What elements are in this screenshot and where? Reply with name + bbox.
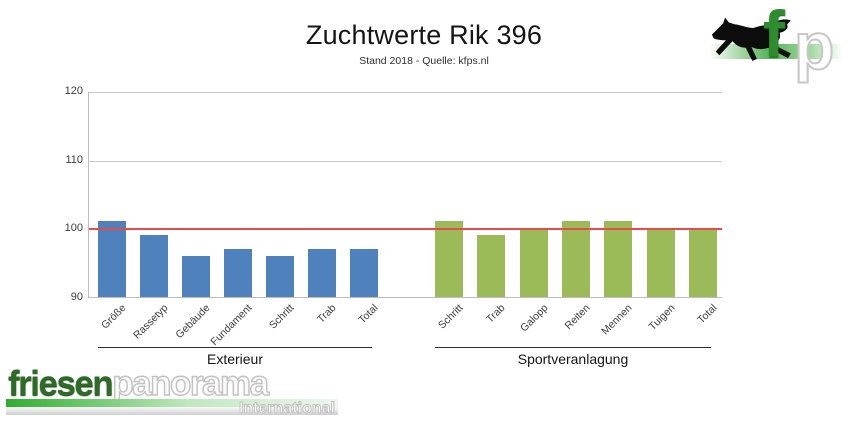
- brand-wordmark: friesenpanorama: [8, 364, 270, 403]
- bar-sportveranlagung-mennen: [604, 221, 633, 297]
- group-underline: [435, 347, 711, 348]
- bar-exterieur-gebäude: [182, 255, 210, 297]
- y-tick-label: 100: [64, 222, 83, 235]
- brand-tagline: International: [238, 400, 335, 418]
- brand-band-green: [6, 399, 338, 407]
- bar-exterieur-größe: [98, 221, 126, 297]
- bar-sportveranlagung-tuigen: [646, 228, 675, 297]
- y-tick-label: 90: [70, 291, 83, 303]
- fp-letter-f: f: [763, 0, 785, 71]
- group-underline: [98, 347, 372, 348]
- bar-exterieur-rassetyp: [140, 235, 168, 297]
- bar-sportveranlagung-schritt: [435, 221, 464, 297]
- bar-exterieur-fundament: [224, 248, 252, 297]
- chart-title: Zuchtwerte Rik 396: [305, 20, 543, 50]
- brand-word-panorama: panorama: [112, 364, 270, 403]
- horse-icon: [710, 12, 804, 76]
- brand-word-friesen: friesen: [8, 364, 114, 403]
- y-tick-label: 120: [64, 85, 83, 97]
- chart-subtitle: Stand 2018 - Quelle: kfps.nl: [359, 55, 489, 67]
- bar-exterieur-trab: [308, 248, 336, 297]
- group-label-sportveranlagung: Sportveranlagung: [517, 351, 629, 367]
- brand-band-gray: [6, 407, 338, 415]
- y-gridline: [89, 92, 722, 93]
- bar-exterieur-schritt: [266, 255, 294, 297]
- fp-letter-p: p: [793, 8, 835, 84]
- x-category-label: Schritt: [436, 302, 466, 332]
- bar-sportveranlagung-total: [688, 228, 717, 297]
- bar-sportveranlagung-galopp: [519, 228, 548, 297]
- y-tick-label: 110: [65, 153, 83, 166]
- group-label-exterieur: Exterieur: [206, 351, 264, 367]
- y-gridline: [89, 160, 722, 162]
- fp-logo: f p: [710, 0, 842, 84]
- reference-line-100: [89, 228, 722, 231]
- plot-area: 90 100 110 120 Größe Rassetyp Gebäude Fundament…: [65, 85, 722, 367]
- bar-sportveranlagung-trab: [477, 235, 506, 297]
- bar-exterieur-total: [350, 248, 378, 297]
- footer-logo: friesenpanorama International: [6, 364, 338, 422]
- bar-sportveranlagung-reiten: [562, 221, 590, 297]
